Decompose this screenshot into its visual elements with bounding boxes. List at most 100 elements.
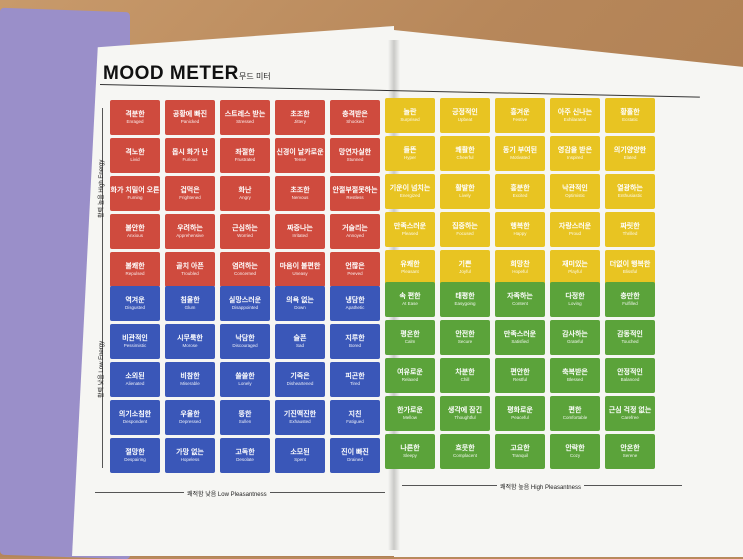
mood-label-korean: 행복한 xyxy=(510,222,530,230)
mood-label-korean: 진이 빠진 xyxy=(341,448,369,456)
mood-label-english: Troubled xyxy=(181,270,199,276)
mood-label-korean: 절망한 xyxy=(125,448,145,456)
mood-label-english: Disgusted xyxy=(124,304,145,310)
mood-label-korean: 화가 치밀어 오른 xyxy=(110,186,160,194)
mood-label-korean: 활발한 xyxy=(455,184,475,192)
mood-cell: 집중하는 Focused xyxy=(440,212,490,247)
mood-cell: 기쁜 Joyful xyxy=(440,250,490,285)
mood-cell: 아주 신나는 Exhilarated xyxy=(550,98,600,133)
mood-cell: 기운이 넘치는 Energized xyxy=(385,174,435,209)
mood-cell: 흥겨운 Festive xyxy=(495,98,545,133)
mood-label-english: Calm xyxy=(404,338,416,344)
mood-label-korean: 감사하는 xyxy=(562,330,588,338)
mood-cell: 낙담한 Discouraged xyxy=(220,324,270,359)
mood-cell: 불쾌한 Repulsed xyxy=(110,252,160,287)
mood-label-english: Loving xyxy=(568,300,582,306)
mood-label-english: Fatigued xyxy=(346,418,364,424)
mood-label-korean: 염려하는 xyxy=(232,262,258,270)
mood-label-english: Nervous xyxy=(291,194,309,200)
mood-label-english: Irritated xyxy=(292,232,308,238)
mood-cell: 슬픈 Sad xyxy=(275,324,325,359)
mood-label-english: Cheerful xyxy=(456,154,474,160)
mood-label-english: Restless xyxy=(346,194,364,200)
mood-label-english: Chill xyxy=(460,376,470,382)
mood-label-english: Grateful xyxy=(566,338,583,344)
mood-label-korean: 낙담한 xyxy=(235,334,255,342)
mood-label-english: Hopeful xyxy=(512,268,528,274)
mood-label-korean: 마음이 불편한 xyxy=(279,262,321,270)
mood-label-korean: 차분한 xyxy=(455,368,475,376)
mood-label-korean: 안정적인 xyxy=(617,368,643,376)
mood-label-english: Focused xyxy=(456,230,474,236)
mood-label-korean: 골치 아픈 xyxy=(176,262,204,270)
mood-label-english: Morose xyxy=(182,342,198,348)
mood-label-english: Panicked xyxy=(180,118,200,124)
mood-label-english: Easygoing xyxy=(454,300,476,306)
mood-cell: 절망한 Despairing xyxy=(110,438,160,473)
mood-label-english: Miserable xyxy=(180,380,200,386)
mood-cell: 염려하는 Concerned xyxy=(220,252,270,287)
mood-label-english: Playful xyxy=(568,268,582,274)
mood-label-english: Apprehensive xyxy=(176,232,204,238)
mood-label-english: Pleasant xyxy=(401,268,419,274)
mood-label-korean: 동기 부여된 xyxy=(502,146,538,154)
mood-label-english: Restful xyxy=(512,376,527,382)
mood-label-korean: 흐뭇한 xyxy=(455,444,475,452)
mood-label-english: Carefree xyxy=(621,414,639,420)
page-title: MOOD METER xyxy=(103,63,239,84)
mood-cell: 편안한 Restful xyxy=(495,358,545,393)
mood-cell: 충만한 Fulfilled xyxy=(605,282,655,317)
mood-label-english: Enthusiastic xyxy=(617,192,643,198)
mood-label-english: Stressed xyxy=(236,118,254,124)
mood-cell: 근심 걱정 없는 Carefree xyxy=(605,396,655,431)
mood-label-korean: 신경이 날카로운 xyxy=(276,148,324,156)
mood-label-korean: 안절부절못하는 xyxy=(332,186,378,194)
mood-label-english: Serene xyxy=(622,452,638,458)
mood-label-korean: 좌절한 xyxy=(235,148,255,156)
mood-label-english: Sad xyxy=(295,342,304,348)
mood-label-korean: 침울한 xyxy=(180,296,200,304)
mood-label-korean: 흥분한 xyxy=(510,184,530,192)
mood-label-english: Worried xyxy=(237,232,253,238)
mood-label-english: Exhausted xyxy=(289,418,311,424)
mood-label-korean: 편안한 xyxy=(510,368,530,376)
mood-cell: 더없이 행복한 Blissful xyxy=(605,250,655,285)
mood-label-english: Surprised xyxy=(400,116,420,122)
mood-label-korean: 가망 없는 xyxy=(176,448,204,456)
mood-label-english: Elated xyxy=(623,154,637,160)
mood-label-korean: 근심 걱정 없는 xyxy=(608,406,652,414)
mood-cell: 쾌활한 Cheerful xyxy=(440,136,490,171)
mood-label-korean: 불쾌한 xyxy=(125,262,145,270)
mood-label-english: Sleepy xyxy=(403,452,417,458)
mood-label-english: Discouraged xyxy=(232,342,258,348)
mood-label-korean: 공황에 빠진 xyxy=(172,110,208,118)
mood-cell: 충격받은 Shocked xyxy=(330,100,380,135)
mood-cell: 속 편한 At Ease xyxy=(385,282,435,317)
mood-label-english: Tense xyxy=(293,156,306,162)
mood-cell: 뚱한 Sullen xyxy=(220,400,270,435)
mood-label-korean: 비관적인 xyxy=(122,334,148,342)
mood-cell: 동기 부여된 Motivated xyxy=(495,136,545,171)
mood-label-english: Secure xyxy=(457,338,473,344)
mood-label-korean: 들뜬 xyxy=(403,146,417,154)
mood-cell: 들뜬 Hyper xyxy=(385,136,435,171)
mood-label-korean: 거슬리는 xyxy=(342,224,368,232)
mood-label-korean: 고독한 xyxy=(235,448,255,456)
mood-cell: 짜증나는 Irritated xyxy=(275,214,325,249)
mood-label-english: Apathetic xyxy=(345,304,365,310)
mood-label-korean: 놀란 xyxy=(403,108,417,116)
mood-label-english: Ecstatic xyxy=(622,116,638,122)
mood-label-korean: 태평한 xyxy=(455,292,475,300)
energy-axis-line xyxy=(102,108,103,468)
mood-cell: 우울한 Depressed xyxy=(165,400,215,435)
mood-label-english: Enraged xyxy=(126,118,144,124)
mood-label-korean: 고요한 xyxy=(510,444,530,452)
mood-label-korean: 황홀한 xyxy=(620,108,640,116)
axis-low-pleasantness: 쾌적함 낮음 Low Pleasantness xyxy=(184,489,270,498)
mood-label-korean: 실망스러운 xyxy=(228,296,262,304)
mood-label-english: Jittery xyxy=(293,118,306,124)
mood-cell: 골치 아픈 Troubled xyxy=(165,252,215,287)
mood-cell: 평온한 Calm xyxy=(385,320,435,355)
mood-label-english: Motivated xyxy=(510,154,530,160)
mood-label-korean: 열광하는 xyxy=(617,184,643,192)
